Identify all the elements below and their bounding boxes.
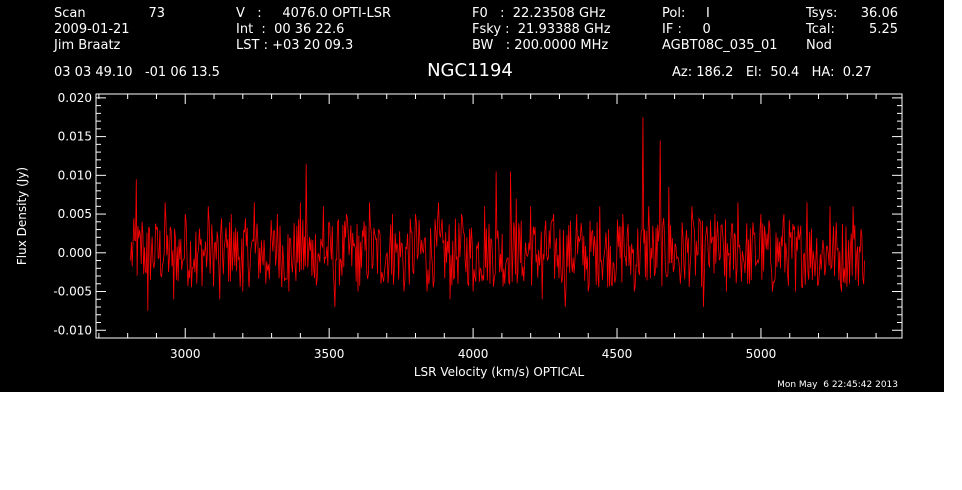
f0-info: F0 : 22.23508 GHz <box>472 6 606 21</box>
integration-info: Int : 00 36 22.6 <box>236 22 345 37</box>
y-tick-label: -0.005 <box>53 285 92 299</box>
project-id: AGBT08C_035_01 <box>662 38 778 53</box>
tsys-value: 36.06 <box>860 6 898 21</box>
if-info: IF : 0 <box>662 22 711 37</box>
tcal-label: Tcal: <box>806 22 835 37</box>
x-tick-label: 4000 <box>458 347 489 361</box>
y-tick-label: 0.020 <box>58 91 92 105</box>
y-tick-label: -0.010 <box>53 323 92 337</box>
x-tick-label: 5000 <box>746 347 777 361</box>
source-coordinates: 03 03 49.10 -01 06 13.5 <box>54 65 220 80</box>
y-tick-label: 0.005 <box>58 207 92 221</box>
observer-name: Jim Braatz <box>54 38 121 53</box>
y-tick-label: 0.000 <box>58 246 92 260</box>
plot-frame <box>95 93 903 339</box>
spectrum-trace <box>130 117 865 311</box>
tcal-value: 5.25 <box>869 22 898 37</box>
chart-title: NGC1194 <box>427 60 513 81</box>
spectrum-plot: 3000 3500 4000 4500 5000 -0.010 -0.005 0.000 0.0… <box>15 91 903 379</box>
lst-info: LST : +03 20 09.3 <box>236 38 354 53</box>
x-axis-title: LSR Velocity (km/s) OPTICAL <box>414 365 585 379</box>
y-axis-title: Flux Density (Jy) <box>15 167 29 265</box>
observing-mode: Nod <box>806 38 832 53</box>
spectrum-panel: Scan 73 2009-01-21 Jim Braatz V : 4076.0… <box>0 0 944 392</box>
polarization-info: Pol: I <box>662 6 710 21</box>
velocity-info: V : 4076.0 OPTI-LSR <box>236 6 392 21</box>
x-tick-label: 3500 <box>314 347 345 361</box>
tick-layer: 3000 3500 4000 4500 5000 -0.010 -0.005 0.000 0.0… <box>53 91 902 361</box>
scan-label: Scan <box>54 6 86 21</box>
y-tick-label: 0.015 <box>58 130 92 144</box>
x-tick-label: 4500 <box>602 347 633 361</box>
x-tick-label: 3000 <box>170 347 201 361</box>
fsky-info: Fsky : 21.93388 GHz <box>472 22 611 37</box>
y-tick-label: 0.010 <box>58 168 92 182</box>
scan-value: 73 <box>148 6 165 21</box>
bandwidth-info: BW : 200.0000 MHz <box>472 38 609 53</box>
pointing-info: Az: 186.2 El: 50.4 HA: 0.27 <box>672 65 872 80</box>
obs-date: 2009-01-21 <box>54 22 130 37</box>
timestamp: Mon May 6 22:45:42 2013 <box>777 380 898 390</box>
tsys-label: Tsys: <box>806 6 838 21</box>
trace-layer <box>130 117 865 311</box>
